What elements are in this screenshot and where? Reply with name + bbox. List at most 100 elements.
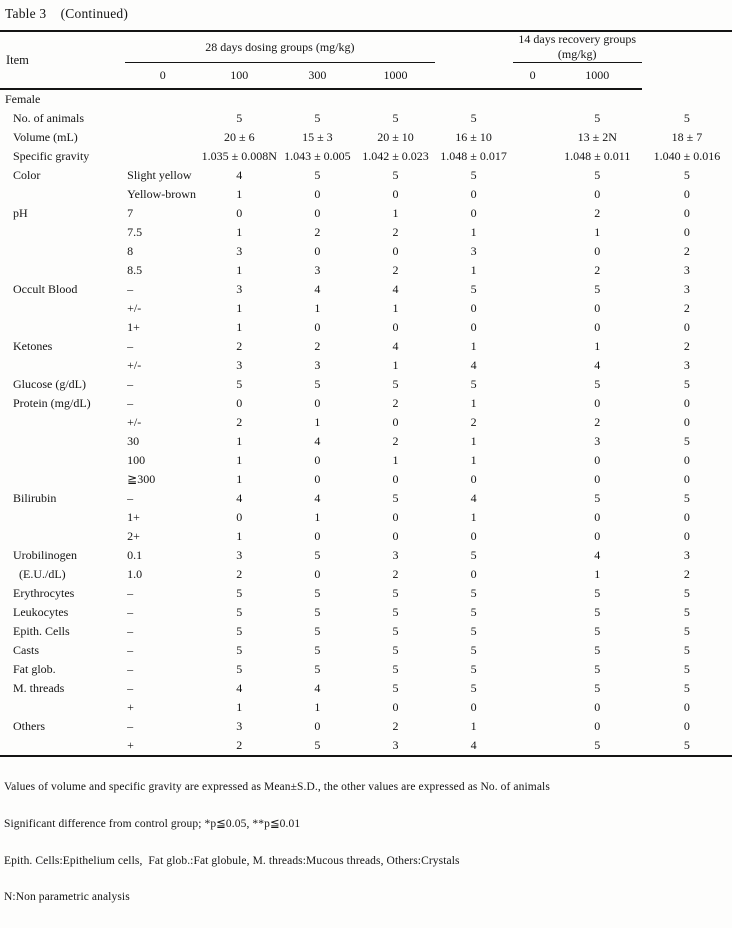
table-body: Female No. of animals 5 5 5 5 5 5 Volume (mL) 20 … <box>0 89 732 756</box>
value-cell: 0 <box>683 529 690 543</box>
column-gap <box>434 31 513 90</box>
row-item-label: Glucose (g/dL) <box>13 377 86 391</box>
value-cell: 0 <box>683 472 690 486</box>
table-row: 7.5 1 2 2 1 1 0 <box>0 223 732 242</box>
value-cell: 4 <box>314 282 321 296</box>
value-cell: 5 <box>392 605 399 619</box>
value-cell: 5 <box>594 491 601 505</box>
value-cell: 5 <box>314 643 321 657</box>
value-cell: 1 <box>314 510 321 524</box>
value-cell: 2 <box>392 263 399 277</box>
gap-cell <box>513 660 553 679</box>
value-cell: 5 <box>594 738 601 752</box>
row-item-label <box>0 432 125 451</box>
value-cell: 4 <box>470 491 477 505</box>
value-cell: 1 <box>314 415 321 429</box>
value-cell: 5 <box>392 624 399 638</box>
value-cell: 1 <box>236 263 243 277</box>
gap-cell <box>513 622 553 641</box>
gap-cell <box>513 451 553 470</box>
value-cell: 0 <box>683 396 690 410</box>
value-cell: 5 <box>470 681 477 695</box>
value-cell: 1 <box>594 567 601 581</box>
value-cell: 1 <box>470 263 477 277</box>
value-cell: 1 <box>236 434 243 448</box>
value-cell: 5 <box>594 586 601 600</box>
table-row: pH 7 0 0 1 0 2 0 <box>0 204 732 223</box>
value-cell: 5 <box>683 681 690 695</box>
value-cell: 0 <box>594 529 601 543</box>
value-cell: 2 <box>392 396 399 410</box>
row-sub-label: + <box>127 700 134 714</box>
row-item-label: Specific gravity <box>13 149 90 163</box>
table-row: Ketones – 2 2 4 1 1 2 <box>0 337 732 356</box>
row-item-label: Epith. Cells <box>13 624 70 638</box>
value-cell: 5 <box>314 377 321 391</box>
value-cell: 5 <box>683 738 690 752</box>
value-cell: 1 <box>470 339 477 353</box>
column-group-dosing: 28 days dosing groups (mg/kg) <box>125 31 435 63</box>
value-cell: 0 <box>470 529 477 543</box>
value-cell: 5 <box>594 111 601 125</box>
row-sub-label: 30 <box>127 434 140 448</box>
row-sub-label: 7.5 <box>127 225 143 239</box>
value-cell: 1 <box>470 719 477 733</box>
value-cell: 0 <box>314 396 321 410</box>
value-cell <box>553 89 642 109</box>
table-row: 8.5 1 3 2 1 2 3 <box>0 261 732 280</box>
value-cell: 5 <box>470 111 477 125</box>
row-item-label: Female <box>5 92 41 106</box>
table-row: 1+ 0 1 0 1 0 0 <box>0 508 732 527</box>
column-header-dose-0: 0 <box>125 62 201 90</box>
value-cell: 1 <box>236 301 243 315</box>
value-cell: 5 <box>594 282 601 296</box>
row-sub-label: – <box>127 662 134 676</box>
value-cell: 1 <box>594 225 601 239</box>
value-cell: 3 <box>314 358 321 372</box>
value-cell: 5 <box>236 624 243 638</box>
gap-cell <box>513 147 553 166</box>
value-cell: 4 <box>236 491 243 505</box>
value-cell: 1 <box>470 434 477 448</box>
column-header-dose-100: 100 <box>200 62 279 90</box>
value-cell: 5 <box>392 168 399 182</box>
value-cell: 0 <box>236 510 243 524</box>
value-cell: 5 <box>236 605 243 619</box>
value-cell: 3 <box>236 282 243 296</box>
value-cell: 5 <box>314 111 321 125</box>
column-header-dose-300: 300 <box>278 62 357 90</box>
table-row: +/- 1 1 1 0 0 2 <box>0 299 732 318</box>
row-sub-label: + <box>127 738 134 752</box>
value-cell: 2 <box>594 263 601 277</box>
row-item-label: Urobilinogen <box>13 548 77 562</box>
value-cell: 0 <box>314 320 321 334</box>
footnote-line: Significant difference from control grou… <box>4 818 301 831</box>
value-cell: 0 <box>470 206 477 220</box>
value-cell: 5 <box>392 491 399 505</box>
row-sub-label: 8.5 <box>127 263 143 277</box>
value-cell: 1.043 ± 0.005 <box>284 149 351 163</box>
row-item-label <box>0 185 125 204</box>
table-row: Yellow-brown 1 0 0 0 0 0 <box>0 185 732 204</box>
table-row: +/- 3 3 1 4 4 3 <box>0 356 732 375</box>
row-item-label <box>0 736 125 756</box>
value-cell: 4 <box>392 339 399 353</box>
row-sub-label: – <box>127 586 134 600</box>
footnotes: Values of volume and specific gravity ar… <box>4 757 730 928</box>
value-cell: 1.048 ± 0.017 <box>440 149 507 163</box>
gap-cell <box>513 679 553 698</box>
value-cell: 1 <box>470 510 477 524</box>
value-cell: 15 ± 3 <box>302 130 333 144</box>
value-cell: 5 <box>683 605 690 619</box>
value-cell: 20 ± 6 <box>224 130 255 144</box>
value-cell: 1 <box>236 700 243 714</box>
value-cell: 0 <box>594 301 601 315</box>
value-cell: 1 <box>392 301 399 315</box>
gap-cell <box>513 280 553 299</box>
value-cell <box>356 89 434 109</box>
value-cell: 3 <box>392 738 399 752</box>
value-cell: 5 <box>314 605 321 619</box>
row-item-label <box>0 470 125 489</box>
value-cell: 5 <box>594 681 601 695</box>
value-cell: 0 <box>683 320 690 334</box>
